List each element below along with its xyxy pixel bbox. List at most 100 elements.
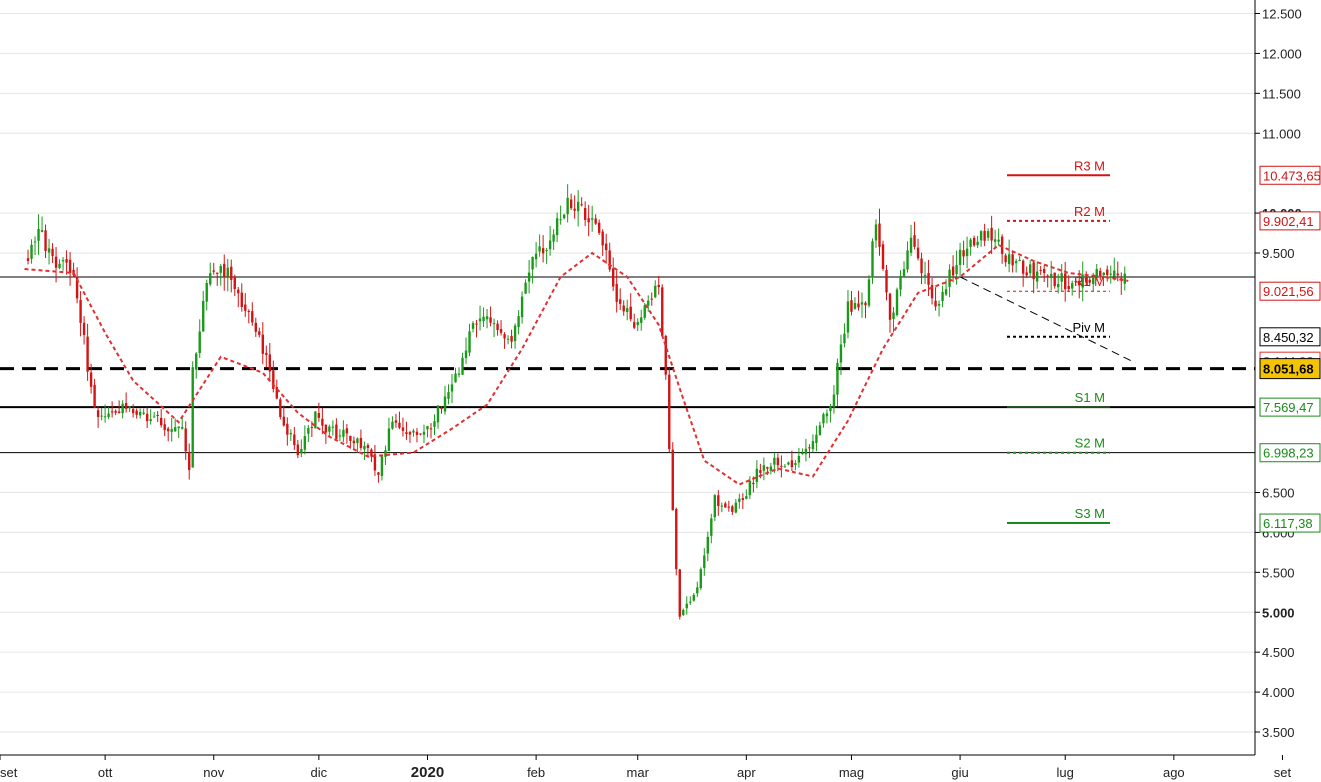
candle-body (226, 267, 229, 277)
price-tag-text: 6.998,23 (1263, 446, 1314, 461)
candle-body (457, 373, 461, 375)
candle-body (321, 418, 324, 426)
candle-body (717, 495, 720, 506)
candle-body (114, 410, 117, 413)
trendline (959, 276, 1136, 364)
candle-body (268, 354, 272, 372)
current-price-box (1259, 358, 1321, 380)
candle-body (1011, 254, 1014, 266)
candle-body (654, 285, 657, 298)
candle-body (489, 317, 492, 323)
candle-body (808, 447, 811, 449)
candle-body (881, 244, 885, 269)
candle-body (30, 244, 33, 259)
candle-body (482, 316, 485, 322)
candle-body (934, 300, 937, 307)
price-tag-box (1259, 443, 1321, 463)
y-tick-label: 12.500 (1262, 7, 1302, 22)
candle-body (927, 273, 930, 285)
candle-body (359, 437, 363, 448)
candle-body (1102, 272, 1105, 276)
candle-body (864, 302, 867, 306)
y-tick-label: 3.500 (1262, 725, 1295, 740)
candle-body (979, 231, 983, 241)
candle-body (839, 344, 843, 363)
candle-body (135, 410, 138, 415)
candle-body (170, 429, 173, 432)
candle-body (475, 323, 478, 325)
candle-body (107, 413, 110, 418)
candle-body (370, 449, 373, 457)
candle-body (391, 421, 394, 429)
candle-body (405, 432, 408, 434)
candle-body (818, 425, 822, 436)
candle-body (832, 394, 836, 408)
candle-body (520, 296, 524, 318)
candle-body (244, 304, 247, 311)
candle-body (373, 454, 377, 471)
candle-body (1046, 275, 1049, 278)
candle-body (555, 218, 559, 235)
candle-body (874, 224, 878, 241)
candle-body (727, 506, 731, 508)
x-tick-label: set (1274, 765, 1292, 780)
candle-body (387, 428, 391, 451)
candle-body (1000, 236, 1004, 254)
candle-body (969, 239, 972, 247)
candle-body (661, 287, 664, 336)
candle-body (622, 305, 625, 312)
pivot-level-label: R2 M (1074, 204, 1105, 219)
candle-body (524, 282, 527, 294)
candle-body (773, 457, 776, 465)
candle-body (997, 239, 1000, 242)
candle-body (286, 423, 289, 435)
candle-body (89, 372, 93, 387)
candle-body (230, 266, 233, 280)
candle-body (212, 270, 215, 272)
candle-body (173, 427, 177, 432)
candle-body (671, 449, 674, 511)
candle-body (668, 374, 671, 450)
candle-body (801, 453, 804, 455)
candle-body (811, 441, 815, 450)
candle-body (1109, 273, 1112, 275)
y-tick-label: 12.000 (1262, 46, 1302, 61)
candle-body (103, 416, 107, 418)
price-tag-box (1259, 211, 1321, 231)
candle-body (328, 426, 331, 432)
candle-body (275, 387, 279, 399)
candle-body (345, 428, 349, 434)
candle-body (955, 265, 958, 275)
candlesticks (26, 184, 1126, 620)
candle-body (1042, 268, 1046, 274)
candle-body (965, 248, 969, 257)
current-price-text: 8.051,68 (1263, 362, 1314, 377)
candle-body (184, 428, 187, 452)
candle-body (972, 237, 976, 246)
price-tag-text: 6.117,38 (1263, 516, 1313, 531)
candle-body (384, 450, 387, 457)
candle-body (93, 384, 96, 408)
candle-body (51, 248, 54, 256)
candle-body (145, 413, 149, 422)
y-tick-label: 5.000 (1262, 605, 1295, 620)
y-tick-label: 4.500 (1262, 645, 1295, 660)
x-tick-label: dic (311, 765, 328, 780)
candle-body (1092, 277, 1095, 285)
candle-body (209, 273, 212, 285)
candle-body (282, 416, 286, 426)
downtrend-line (959, 276, 1136, 364)
candle-body (604, 243, 608, 251)
candle-body (289, 432, 293, 435)
x-tick-label: mag (839, 765, 864, 780)
candle-body (110, 411, 114, 413)
candle-body (902, 269, 906, 278)
candle-body (26, 258, 30, 261)
candle-body (1032, 262, 1035, 280)
candle-body (948, 269, 951, 287)
candle-body (33, 241, 37, 243)
pivot-level-label: Piv M (1073, 320, 1106, 335)
price-tag-text: 9.902,41 (1263, 214, 1314, 229)
candle-body (317, 413, 321, 418)
candle-body (303, 436, 307, 450)
